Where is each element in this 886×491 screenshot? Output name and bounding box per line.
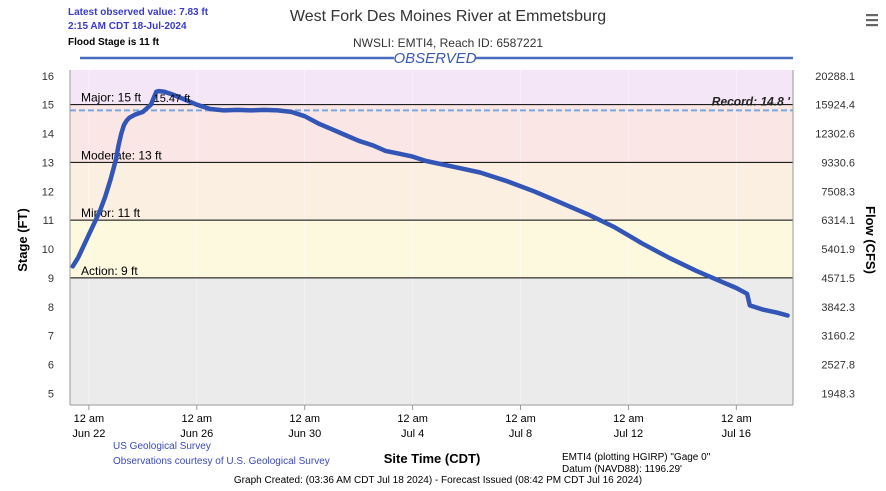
flow-tick-label: 3842.3 <box>821 302 855 314</box>
y-tick-label: 9 <box>48 273 54 285</box>
flood-category-label: Major: 15 ft <box>81 91 142 105</box>
flow-tick-label: 4571.5 <box>821 273 855 285</box>
flood-category-label: Minor: 11 ft <box>81 206 141 220</box>
flow-tick-label: 15924.4 <box>815 100 855 112</box>
flood-band <box>70 162 793 221</box>
observed-label: OBSERVED <box>393 50 476 67</box>
y-tick-label: 16 <box>42 71 54 83</box>
flood-band <box>70 70 793 105</box>
flow-tick-label: 6314.1 <box>821 215 855 227</box>
x-tick-label: 12 am <box>721 413 752 425</box>
credit-usgs[interactable]: US Geological Survey <box>113 441 211 452</box>
x-axis-title: Site Time (CDT) <box>384 451 481 466</box>
flood-category-label: Moderate: 13 ft <box>81 148 162 162</box>
chart-title: West Fork Des Moines River at Emmetsburg <box>290 8 606 25</box>
y-tick-label: 12 <box>42 186 54 198</box>
flow-tick-label: 20288.1 <box>815 71 855 83</box>
y-tick-label: 5 <box>48 388 54 400</box>
x-tick-date: Jul 12 <box>614 428 643 440</box>
y-tick-label: 15 <box>42 100 54 112</box>
datum-line-2: Datum (NAVD88): 1196.29' <box>562 464 682 475</box>
chart-subtitle: NWSLI: EMTI4, Reach ID: 6587221 <box>353 36 543 50</box>
y-tick-label: 11 <box>43 215 54 227</box>
flow-tick-label: 12302.6 <box>815 129 855 141</box>
x-tick-date: Jul 16 <box>722 428 751 440</box>
flood-category-label: Action: 9 ft <box>81 264 138 278</box>
y-tick-label: 8 <box>48 302 54 314</box>
y-tick-label: 7 <box>48 331 54 343</box>
flow-tick-label: 3160.2 <box>821 331 855 343</box>
x-tick-label: 12 am <box>182 413 213 425</box>
x-tick-date: Jun 22 <box>72 428 105 440</box>
y-tick-label: 13 <box>42 157 54 169</box>
y-tick-label: 10 <box>42 244 54 256</box>
observed-stage-line <box>70 88 790 318</box>
datum-line-1: EMTI4 (plotting HGIRP) "Gage 0" <box>562 452 711 463</box>
peak-label: 15.47 ft <box>154 93 191 105</box>
credit-observations[interactable]: Observations courtesy of U.S. Geological… <box>113 456 330 467</box>
x-tick-label: 12 am <box>74 413 105 425</box>
x-tick-date: Jun 30 <box>288 428 321 440</box>
graph-created-note: Graph Created: (03:36 AM CDT Jul 18 2024… <box>234 475 642 486</box>
x-tick-label: 12 am <box>397 413 428 425</box>
x-tick-date: Jun 26 <box>180 428 213 440</box>
y-axis-right-title: Flow (CFS) <box>863 206 878 274</box>
x-tick-date: Jul 8 <box>509 428 532 440</box>
flood-band <box>70 104 793 163</box>
x-tick-label: 12 am <box>289 413 320 425</box>
flow-tick-label: 1948.3 <box>821 388 855 400</box>
latest-observed-time: 2:15 AM CDT 18-Jul-2024 <box>68 21 187 32</box>
x-tick-label: 12 am <box>613 413 644 425</box>
y-axis-title: Stage (FT) <box>15 208 30 272</box>
flow-tick-label: 9330.6 <box>821 157 855 169</box>
below-action-band <box>70 277 793 405</box>
y-tick-label: 14 <box>42 129 54 141</box>
flood-stage-note: Flood Stage is 11 ft <box>68 37 160 48</box>
flow-tick-label: 2527.8 <box>821 360 855 372</box>
y-tick-label: 6 <box>48 360 54 372</box>
hamburger-menu-icon[interactable] <box>862 10 882 30</box>
x-tick-label: 12 am <box>505 413 536 425</box>
flood-band <box>70 220 793 278</box>
flow-tick-label: 7508.3 <box>821 186 855 198</box>
x-tick-date: Jul 4 <box>401 428 424 440</box>
latest-observed-value: Latest observed value: 7.83 ft <box>68 7 209 18</box>
record-label: Record: 14.8 ' <box>712 94 791 108</box>
flow-tick-label: 5401.9 <box>821 244 855 256</box>
